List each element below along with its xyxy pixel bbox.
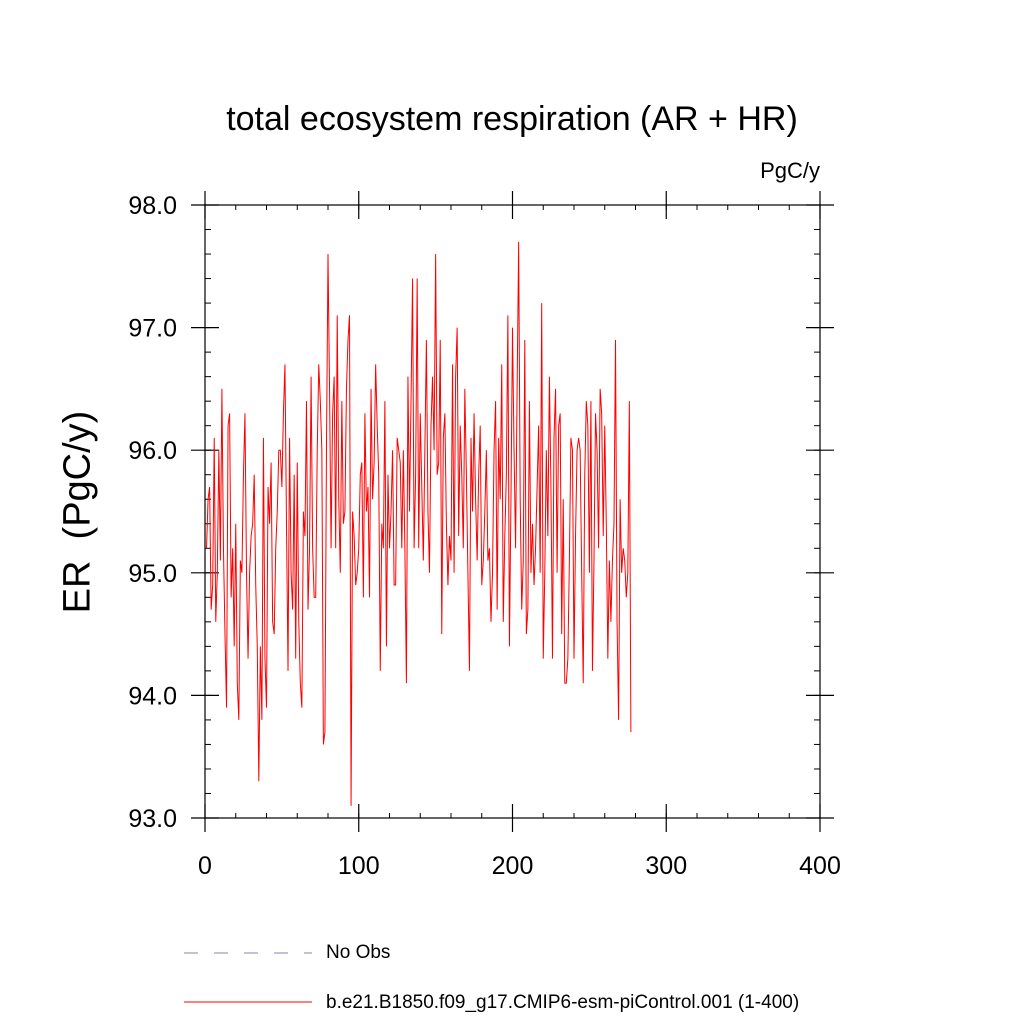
legend-label-no-obs: No Obs: [326, 942, 391, 963]
y-tick-label: 98.0: [128, 192, 177, 220]
x-tick-label: 100: [338, 852, 380, 880]
legend-label-model-run: b.e21.B1850.f09_g17.CMIP6-esm-piControl.…: [326, 992, 800, 1013]
x-tick-label: 400: [799, 852, 841, 880]
y-tick-label: 94.0: [128, 682, 177, 710]
y-tick-label: 93.0: [128, 805, 177, 833]
x-tick-label: 200: [492, 852, 534, 880]
series-line: [206, 241, 632, 806]
chart-title: total ecosystem respiration (AR + HR): [226, 100, 798, 138]
y-tick-label: 95.0: [128, 560, 177, 588]
x-tick-label: 300: [645, 852, 687, 880]
units-label: PgC/y: [760, 158, 820, 183]
x-tick-label: 0: [198, 852, 212, 880]
y-tick-label: 97.0: [128, 315, 177, 343]
y-tick-label: 96.0: [128, 437, 177, 465]
